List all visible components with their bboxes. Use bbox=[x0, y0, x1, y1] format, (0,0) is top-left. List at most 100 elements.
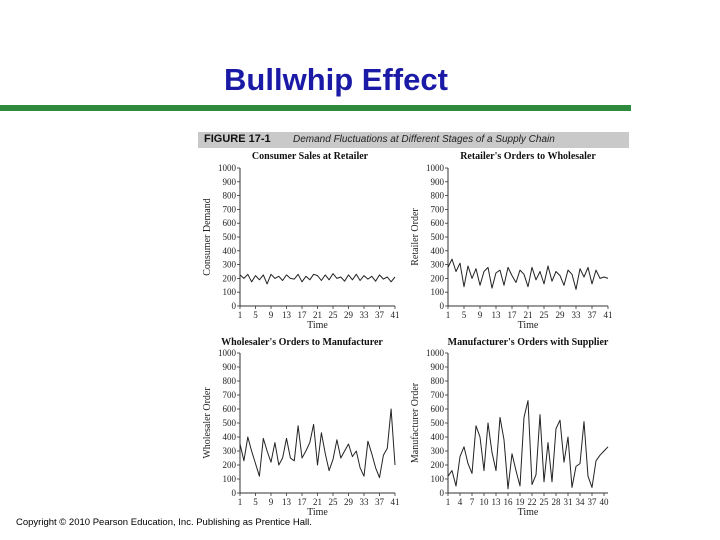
figure-number: FIGURE 17-1 bbox=[204, 133, 271, 145]
x-tick-label: 16 bbox=[504, 497, 514, 507]
x-tick-label: 13 bbox=[282, 310, 292, 320]
x-tick-label: 1 bbox=[238, 497, 243, 507]
x-tick-label: 13 bbox=[282, 497, 292, 507]
y-axis-label: Consumer Demand bbox=[202, 198, 213, 276]
y-tick-label: 200 bbox=[431, 273, 445, 283]
y-tick-label: 500 bbox=[223, 232, 237, 242]
y-tick-label: 400 bbox=[223, 246, 237, 256]
y-tick-label: 800 bbox=[431, 376, 445, 386]
chart-4: Manufacturer's Orders with Supplier 0 100 2… bbox=[410, 337, 609, 518]
chart-title: Retailer's Orders to Wholesaler bbox=[460, 151, 596, 162]
x-tick-label: 33 bbox=[360, 310, 370, 320]
chart-title: Consumer Sales at Retailer bbox=[252, 151, 369, 162]
x-tick-label: 1 bbox=[446, 310, 451, 320]
x-tick-label: 37 bbox=[588, 497, 598, 507]
y-tick-label: 800 bbox=[223, 191, 237, 201]
y-tick-label: 200 bbox=[223, 460, 237, 470]
y-tick-label: 300 bbox=[431, 260, 445, 270]
x-tick-label: 10 bbox=[480, 497, 490, 507]
y-tick-label: 0 bbox=[440, 488, 445, 498]
x-tick-label: 1 bbox=[446, 497, 451, 507]
y-axis-label: Retailer Order bbox=[410, 208, 421, 266]
title-rule bbox=[0, 105, 631, 111]
y-tick-label: 100 bbox=[431, 474, 445, 484]
x-tick-label: 9 bbox=[269, 310, 274, 320]
series-line bbox=[447, 258, 609, 290]
x-tick-label: 13 bbox=[492, 310, 502, 320]
figure-header: FIGURE 17-1 Demand Fluctuations at Diffe… bbox=[198, 132, 629, 148]
x-tick-label: 28 bbox=[552, 497, 562, 507]
y-tick-label: 300 bbox=[223, 260, 237, 270]
figure-caption: Demand Fluctuations at Different Stages … bbox=[293, 134, 555, 145]
x-tick-label: 25 bbox=[540, 497, 550, 507]
x-tick-label: 41 bbox=[391, 310, 400, 320]
charts-svg: Consumer Sales at Retailer01002003004005… bbox=[202, 151, 613, 518]
y-tick-label: 600 bbox=[223, 218, 237, 228]
x-tick-label: 40 bbox=[600, 497, 610, 507]
x-tick-label: 19 bbox=[516, 497, 526, 507]
x-tick-label: 29 bbox=[344, 497, 354, 507]
y-tick-label: 200 bbox=[431, 460, 445, 470]
y-tick-label: 300 bbox=[431, 446, 445, 456]
slide-title: Bullwhip Effect bbox=[224, 62, 448, 97]
chart-1: Consumer Sales at Retailer 0 100 200 300 400 5… bbox=[202, 151, 400, 331]
x-tick-label: 21 bbox=[313, 310, 322, 320]
y-tick-label: 500 bbox=[223, 418, 237, 428]
x-tick-label: 9 bbox=[478, 310, 483, 320]
x-tick-label: 29 bbox=[344, 310, 354, 320]
x-tick-label: 13 bbox=[492, 497, 502, 507]
y-tick-label: 900 bbox=[431, 362, 445, 372]
y-tick-label: 800 bbox=[431, 191, 445, 201]
series-line bbox=[239, 408, 396, 479]
x-tick-label: 22 bbox=[528, 497, 537, 507]
chart-2: Retailer's Orders to Wholesaler 0 100 200 30… bbox=[410, 151, 613, 331]
y-tick-label: 200 bbox=[223, 273, 237, 283]
y-tick-label: 100 bbox=[223, 287, 237, 297]
x-tick-label: 17 bbox=[508, 310, 518, 320]
y-tick-label: 500 bbox=[431, 232, 445, 242]
x-tick-label: 17 bbox=[298, 497, 308, 507]
x-tick-label: 33 bbox=[572, 310, 582, 320]
chart-title: Wholesaler's Orders to Manufacturer bbox=[221, 337, 383, 348]
y-tick-label: 900 bbox=[223, 177, 237, 187]
x-tick-label: 5 bbox=[462, 310, 467, 320]
y-tick-label: 700 bbox=[223, 390, 237, 400]
y-tick-label: 1000 bbox=[218, 348, 237, 358]
y-tick-label: 0 bbox=[232, 301, 237, 311]
chart-3: Wholesaler's Orders to Manufacturer 0 100 2… bbox=[202, 337, 400, 518]
series-line bbox=[447, 400, 609, 490]
series-line bbox=[239, 273, 396, 285]
y-tick-label: 0 bbox=[232, 488, 237, 498]
x-axis-label: Time bbox=[307, 507, 328, 518]
y-tick-label: 800 bbox=[223, 376, 237, 386]
x-tick-label: 25 bbox=[329, 310, 339, 320]
y-tick-label: 400 bbox=[431, 432, 445, 442]
x-tick-label: 29 bbox=[556, 310, 566, 320]
x-tick-label: 41 bbox=[391, 497, 400, 507]
x-tick-label: 37 bbox=[588, 310, 598, 320]
x-tick-label: 37 bbox=[375, 497, 385, 507]
x-tick-label: 37 bbox=[375, 310, 385, 320]
x-tick-label: 31 bbox=[564, 497, 573, 507]
x-tick-label: 7 bbox=[470, 497, 475, 507]
y-tick-label: 500 bbox=[431, 418, 445, 428]
y-tick-label: 300 bbox=[223, 446, 237, 456]
y-tick-label: 0 bbox=[440, 301, 445, 311]
x-tick-label: 5 bbox=[253, 310, 258, 320]
x-axis-label: Time bbox=[518, 320, 539, 331]
y-tick-label: 1000 bbox=[426, 163, 445, 173]
x-tick-label: 4 bbox=[458, 497, 463, 507]
y-tick-label: 400 bbox=[223, 432, 237, 442]
y-tick-label: 600 bbox=[431, 218, 445, 228]
figure-panel: FIGURE 17-1 Demand Fluctuations at Diffe… bbox=[198, 128, 629, 518]
y-tick-label: 700 bbox=[223, 204, 237, 214]
x-tick-label: 41 bbox=[604, 310, 613, 320]
x-tick-label: 21 bbox=[524, 310, 533, 320]
x-tick-label: 1 bbox=[238, 310, 243, 320]
x-tick-label: 25 bbox=[540, 310, 550, 320]
y-tick-label: 600 bbox=[223, 404, 237, 414]
x-tick-label: 34 bbox=[576, 497, 586, 507]
x-tick-label: 33 bbox=[360, 497, 370, 507]
y-axis-label: Wholesaler Order bbox=[202, 387, 213, 459]
chart-title: Manufacturer's Orders with Supplier bbox=[448, 337, 609, 348]
